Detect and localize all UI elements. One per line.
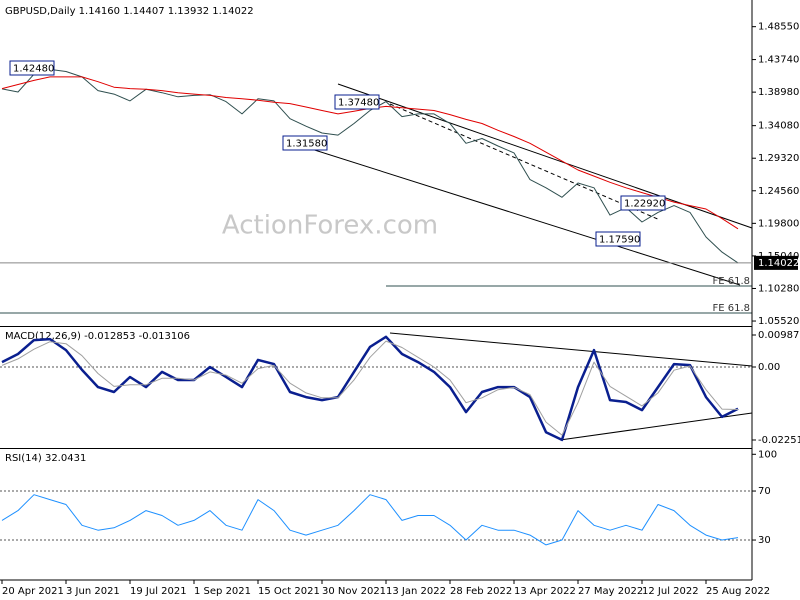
y-tick-label: 30 bbox=[758, 535, 771, 546]
x-tick-label: 20 Apr 2021 bbox=[2, 586, 64, 597]
y-tick-label: 70 bbox=[758, 486, 771, 497]
y-tick-label: 0.00 bbox=[758, 362, 780, 373]
y-tick-label: 1.24560 bbox=[758, 186, 799, 197]
y-tick-label: 1.19800 bbox=[758, 218, 799, 229]
channel-lower bbox=[282, 139, 741, 286]
annotation: 1.31580 bbox=[286, 139, 327, 150]
annotation-box bbox=[595, 231, 641, 247]
x-tick-label: 25 Aug 2022 bbox=[706, 586, 770, 597]
annotation-box bbox=[620, 195, 666, 211]
fe-label: FE 61.8 bbox=[712, 276, 750, 287]
y-tick-label: 1.48550 bbox=[758, 22, 799, 33]
x-tick-label: 13 Apr 2022 bbox=[514, 586, 576, 597]
last-price-label: 1.14022 bbox=[758, 258, 799, 269]
macd-trend bbox=[559, 412, 753, 441]
y-tick-label: -0.022516 bbox=[758, 435, 800, 446]
annotation-box bbox=[9, 60, 55, 76]
panel-title: MACD(12,26,9) -0.012853 -0.013106 bbox=[5, 331, 190, 342]
x-tick-label: 19 Jul 2021 bbox=[130, 586, 187, 597]
annotation: 1.22920 bbox=[624, 199, 665, 210]
watermark: ActionForex.com bbox=[222, 211, 438, 241]
fe-label: FE 61.8 bbox=[712, 303, 750, 314]
annotation-box bbox=[334, 94, 380, 110]
y-tick-label: 1.05520 bbox=[758, 316, 799, 327]
x-tick-label: 15 Oct 2021 bbox=[258, 586, 320, 597]
annotation: 1.37480 bbox=[338, 98, 379, 109]
annotation: 1.42480 bbox=[13, 64, 54, 75]
x-tick-label: 12 Jul 2022 bbox=[642, 586, 699, 597]
annotation: 1.17590 bbox=[599, 235, 640, 246]
x-tick-label: 28 Feb 2022 bbox=[450, 586, 512, 597]
y-tick-label: 1.10280 bbox=[758, 283, 799, 294]
y-tick-label: 1.29320 bbox=[758, 153, 799, 164]
y-tick-label: 0.009872 bbox=[758, 330, 800, 341]
series-line bbox=[1, 340, 739, 436]
series-line bbox=[1, 335, 739, 442]
x-tick-label: 30 Nov 2021 bbox=[322, 586, 386, 597]
y-tick-label: 1.34080 bbox=[758, 121, 799, 132]
y-tick-label: 100 bbox=[758, 449, 777, 460]
x-tick-label: 3 Jun 2021 bbox=[66, 586, 120, 597]
x-tick-label: 27 May 2022 bbox=[578, 586, 643, 597]
series-line bbox=[1, 68, 739, 264]
macd-trend bbox=[389, 332, 753, 367]
x-tick-label: 1 Sep 2021 bbox=[194, 586, 251, 597]
last-price-box bbox=[754, 255, 798, 270]
series-line bbox=[1, 494, 739, 546]
y-tick-label: 1.43740 bbox=[758, 55, 799, 66]
annotation-box bbox=[282, 135, 328, 151]
x-tick-label: 13 Jan 2022 bbox=[386, 586, 446, 597]
panel-title: RSI(14) 32.0431 bbox=[5, 453, 86, 464]
y-tick-label: 1.38980 bbox=[758, 87, 799, 98]
panel-title: GBPUSD,Daily 1.14160 1.14407 1.13932 1.1… bbox=[5, 6, 254, 17]
